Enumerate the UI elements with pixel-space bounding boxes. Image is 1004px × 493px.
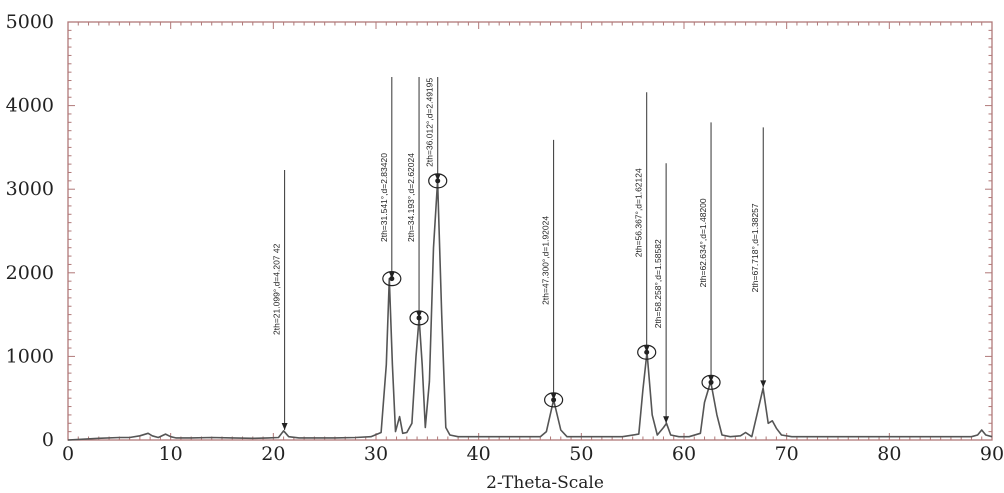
peak-circle bbox=[382, 271, 402, 287]
y-tick-label: 1000 bbox=[6, 345, 54, 367]
peak-circle bbox=[544, 392, 564, 408]
peak-dot bbox=[435, 178, 441, 184]
x-tick-label: 10 bbox=[159, 443, 183, 465]
x-tick-label: 20 bbox=[261, 443, 285, 465]
peak-circle bbox=[409, 310, 429, 326]
peak-label: 2th=62.634°,d=1.48200 bbox=[698, 198, 708, 287]
y-tick-label: 0 bbox=[42, 429, 54, 451]
y-tick-label: 5000 bbox=[6, 11, 54, 33]
peak-marker-arrow bbox=[281, 422, 288, 430]
peak-label: 2th=34.193°,d=2.62024 bbox=[406, 153, 416, 242]
peak-circle bbox=[701, 374, 721, 390]
peak-marker-arrow bbox=[643, 345, 650, 353]
x-axis-label: 2-Theta-Scale bbox=[486, 473, 604, 493]
peak-label: 2th=21.099°,d=4.207 42 bbox=[272, 243, 282, 335]
series-layer bbox=[67, 180, 993, 441]
peak-dot bbox=[708, 379, 714, 385]
peak-dot bbox=[389, 276, 395, 282]
plot-frame bbox=[67, 21, 993, 441]
peak-dot bbox=[416, 315, 422, 321]
peak-marker-arrow bbox=[416, 310, 423, 318]
x-tick-label: 0 bbox=[62, 443, 74, 465]
peak-label: 2th=36.012°,d=2.49195 bbox=[425, 78, 435, 167]
peak-marker-arrow bbox=[760, 380, 767, 388]
x-tick-label: 70 bbox=[775, 443, 799, 465]
peak-annotations: 2th=21.099°,d=4.207 42 2th=31.541°,d=2.83… bbox=[272, 77, 767, 430]
peak-label: 2th=56.367°,d=1.62124 bbox=[634, 168, 644, 257]
peak-marker-arrow bbox=[550, 392, 557, 400]
peak-label: 2th=67.718°,d=1.38257 bbox=[750, 203, 760, 292]
peak-marker-arrow bbox=[388, 271, 395, 279]
peak-circle bbox=[428, 173, 448, 189]
peak-dot bbox=[551, 397, 557, 403]
y-tick-label: 3000 bbox=[6, 178, 54, 200]
peak-label: 2th=47.300°,d=1.92024 bbox=[541, 216, 551, 305]
x-tick-label: 90 bbox=[980, 443, 1004, 465]
peak-dot bbox=[644, 349, 650, 355]
x-tick-label: 30 bbox=[364, 443, 388, 465]
plot-border bbox=[67, 21, 993, 441]
diffraction-pattern-line bbox=[67, 180, 993, 441]
y-tick-label: 4000 bbox=[6, 95, 54, 117]
peak-marker-arrow bbox=[663, 416, 670, 424]
y-tick-label: 2000 bbox=[6, 262, 54, 284]
x-tick-label: 60 bbox=[672, 443, 696, 465]
peak-marker-arrow bbox=[708, 375, 715, 383]
x-tick-label: 40 bbox=[467, 443, 491, 465]
peak-marker-arrow bbox=[434, 173, 441, 181]
peak-circle bbox=[637, 344, 657, 360]
x-tick-label: 80 bbox=[877, 443, 901, 465]
axis-ticks: 0 10 20 30 40 50 60 70 80 90 0 1000 2000 3000 4000 5000 bbox=[6, 11, 1004, 465]
peak-label: 2th=31.541°,d=2.83420 bbox=[379, 153, 389, 242]
peak-label: 2th=58.258°,d=1.58582 bbox=[653, 239, 663, 328]
x-tick-label: 50 bbox=[569, 443, 593, 465]
